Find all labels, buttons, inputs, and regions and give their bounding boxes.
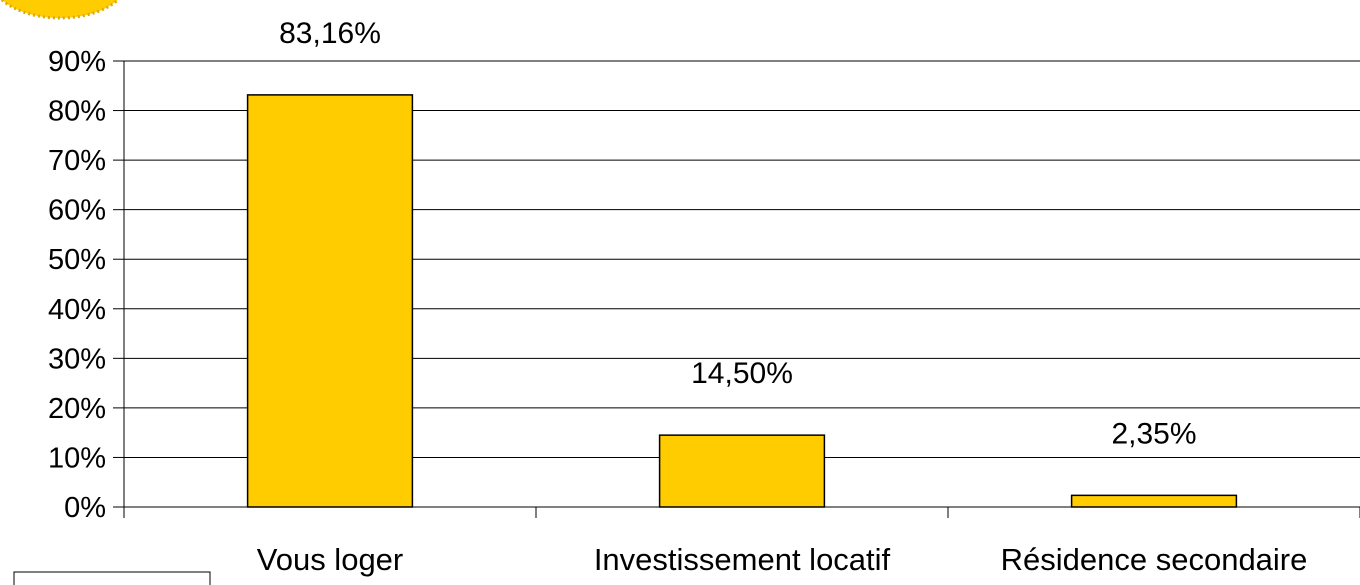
y-tick-label: 10% [48, 442, 106, 474]
y-tick-label: 90% [48, 46, 106, 78]
data-label: 2,35% [1111, 417, 1196, 450]
category-label: Résidence secondaire [1001, 542, 1308, 577]
y-tick-label: 30% [48, 343, 106, 375]
y-tick-label: 0% [64, 492, 106, 524]
category-label: Investissement locatif [594, 542, 891, 577]
data-label: 83,16% [279, 17, 381, 50]
data-label: 14,50% [691, 357, 793, 390]
labels: 0% 10% 20% 30% 40% 50% 60% 70% 80% 90% 83,16% Vous … [48, 17, 1307, 577]
bars [246, 94, 1238, 508]
bar [246, 94, 414, 508]
y-tick-label: 50% [48, 244, 106, 276]
category-label: Vous loger [257, 542, 404, 577]
y-tick-label: 60% [48, 195, 106, 227]
corner-note-box [13, 571, 211, 585]
y-tick-label: 80% [48, 96, 106, 128]
y-tick-label: 70% [48, 145, 106, 177]
y-tick-label: 20% [48, 393, 106, 425]
corner-badge [0, 0, 121, 20]
y-tick-label: 40% [48, 294, 106, 326]
bar [658, 434, 826, 508]
bar [1070, 494, 1238, 508]
